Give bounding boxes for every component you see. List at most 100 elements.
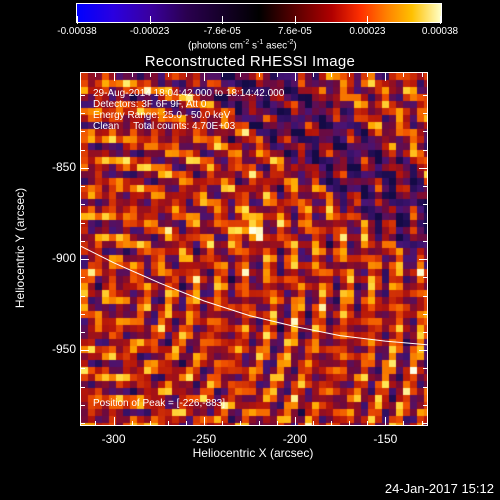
x-minor-tick-top (240, 73, 242, 77)
y-tick-right (419, 350, 427, 352)
rhessi-heatmap (81, 73, 427, 425)
x-minor-tick-top (276, 73, 278, 77)
x-minor-tick-top (330, 73, 332, 77)
x-minor-tick (240, 421, 242, 425)
y-minor-tick (81, 331, 85, 333)
colorbar-tick (149, 16, 151, 24)
y-minor-tick (81, 94, 85, 96)
y-minor-tick-right (423, 94, 427, 96)
x-minor-tick-top (149, 73, 151, 77)
x-minor-tick (349, 421, 351, 425)
y-minor-tick-right (423, 313, 427, 315)
y-minor-tick (81, 222, 85, 224)
x-minor-tick-top (167, 73, 169, 77)
x-minor-tick-top (131, 73, 133, 77)
annotation-method: Clean (93, 121, 120, 132)
plot-title: Reconstructed RHESSI Image (144, 53, 356, 70)
y-minor-tick (81, 404, 85, 406)
solar-limb-line (81, 245, 427, 346)
y-tick-right (419, 259, 427, 261)
y-minor-tick-right (423, 368, 427, 370)
x-tick (113, 417, 115, 425)
y-minor-tick (81, 131, 85, 133)
colorbar-tick (440, 16, 441, 24)
annotation-time-range: 29-Aug-2014 18:04:42.000 to 18:14:42.000 (93, 88, 285, 99)
x-axis-label: Heliocentric X (arcsec) (192, 446, 314, 460)
y-minor-tick-right (423, 277, 427, 279)
y-tick-right (419, 167, 427, 169)
render-timestamp: 24-Jan-2017 15:12 (384, 481, 494, 496)
y-minor-tick (81, 204, 85, 206)
x-tick-top (294, 73, 296, 81)
x-tick-top (204, 73, 206, 81)
x-minor-tick-top (349, 73, 351, 77)
x-minor-tick (421, 421, 423, 425)
y-minor-tick (81, 186, 85, 188)
y-minor-tick-right (423, 386, 427, 388)
y-minor-tick-right (423, 149, 427, 151)
colorbar-tick (77, 16, 78, 24)
x-tick-label: -250 (192, 432, 217, 446)
y-minor-tick-right (423, 186, 427, 188)
x-minor-tick-top (312, 73, 314, 77)
x-minor-tick (367, 421, 369, 425)
y-minor-tick-right (423, 113, 427, 115)
colorbar-tick-label: -0.00038 (57, 26, 97, 37)
y-tick (81, 259, 89, 261)
x-minor-tick-top (421, 73, 423, 77)
y-minor-tick-right (423, 331, 427, 333)
x-tick (204, 417, 206, 425)
colorbar-tick-label: 0.00023 (349, 26, 386, 37)
x-tick-top (113, 73, 115, 81)
colorbar-tick-label: 7.6e-05 (277, 26, 312, 37)
y-tick-label: -900 (51, 251, 76, 266)
y-minor-tick (81, 313, 85, 315)
annotation-peak-position: Position of Peak = [-226,-883] (93, 398, 226, 409)
annotation-detectors: Detectors: 3F 6F 9F, Att 0 (93, 99, 207, 110)
x-minor-tick (95, 421, 97, 425)
y-minor-tick-right (423, 404, 427, 406)
y-tick (81, 350, 89, 352)
x-minor-tick (167, 421, 169, 425)
colorbar-tick (222, 16, 224, 24)
y-minor-tick-right (423, 222, 427, 224)
x-tick (385, 417, 387, 425)
colorbar-tick-label: -7.6e-05 (203, 26, 241, 37)
y-minor-tick (81, 295, 85, 297)
y-minor-tick (81, 423, 85, 425)
x-minor-tick-top (403, 73, 405, 77)
colorbar-tick-label: -0.00023 (129, 26, 170, 37)
x-minor-tick-top (367, 73, 369, 77)
y-minor-tick-right (423, 131, 427, 133)
y-minor-tick (81, 149, 85, 151)
y-tick-label: -850 (51, 159, 76, 174)
x-minor-tick (258, 421, 260, 425)
x-minor-tick-top (258, 73, 260, 77)
x-minor-tick (186, 421, 188, 425)
x-minor-tick-top (95, 73, 97, 77)
annotation-method-counts: Clean Total counts: 4.70E+03 (93, 121, 235, 132)
plot-area (80, 72, 428, 426)
x-tick-top (385, 73, 387, 81)
colorbar-units: (photons cm-2 s-1 asec-2) (188, 39, 297, 52)
y-minor-tick-right (423, 204, 427, 206)
annotation-total-counts: Total counts: 4.70E+03 (133, 121, 236, 132)
y-minor-tick (81, 240, 85, 242)
y-minor-tick (81, 277, 85, 279)
x-minor-tick (149, 421, 151, 425)
y-tick-label: -950 (51, 342, 76, 357)
x-minor-tick (131, 421, 133, 425)
y-minor-tick (81, 386, 85, 388)
annotation-energy-range: Energy Range: 25.0 - 50.0 keV (93, 110, 231, 121)
y-minor-tick (81, 113, 85, 115)
x-minor-tick (276, 421, 278, 425)
colorbar-tick (294, 16, 296, 24)
y-minor-tick-right (423, 240, 427, 242)
x-minor-tick (330, 421, 332, 425)
x-tick-label: -150 (373, 432, 398, 446)
solar-limb-overlay (81, 245, 427, 346)
x-minor-tick (403, 421, 405, 425)
y-minor-tick (81, 368, 85, 370)
x-minor-tick-top (186, 73, 188, 77)
y-tick (81, 167, 89, 169)
